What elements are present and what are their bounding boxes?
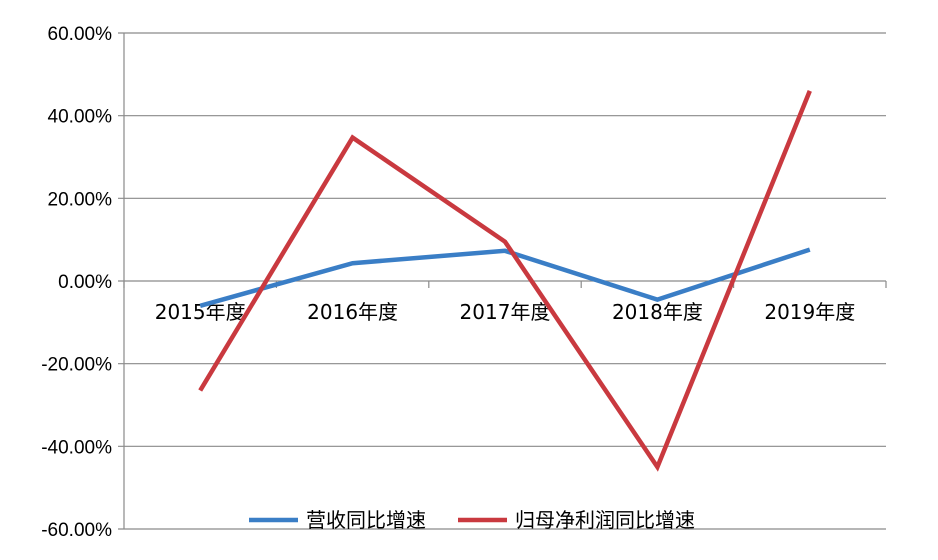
y-tick-label: -20.00% [41, 355, 112, 376]
y-tick-label: -40.00% [41, 437, 112, 458]
y-tick-label: 40.00% [48, 107, 113, 128]
y-tick-label: -60.00% [41, 520, 112, 541]
y-tick-labels: 60.00% 40.00% 20.00% 0.00% -20.00% -40.00% -60… [41, 24, 112, 541]
gridlines [118, 32, 886, 530]
x-tick-label: 2016年度 [307, 300, 398, 324]
series-lines [198, 90, 812, 472]
legend: 营收同比增速 归母净利润同比增速 [249, 508, 695, 532]
series-line-1 [199, 247, 811, 308]
x-tick-label: 2018年度 [612, 300, 703, 324]
y-tick-label: 60.00% [48, 24, 113, 45]
x-tick-labels: 2015年度 2016年度 2017年度 2018年度 2019年度 [155, 300, 856, 324]
x-tick-label: 2017年度 [460, 300, 551, 324]
y-tick-label: 0.00% [58, 272, 112, 293]
x-tick-label: 2019年度 [764, 300, 855, 324]
y-tick-label: 20.00% [48, 189, 113, 210]
legend-label: 归母净利润同比增速 [515, 508, 695, 532]
legend-label: 营收同比增速 [306, 508, 426, 532]
